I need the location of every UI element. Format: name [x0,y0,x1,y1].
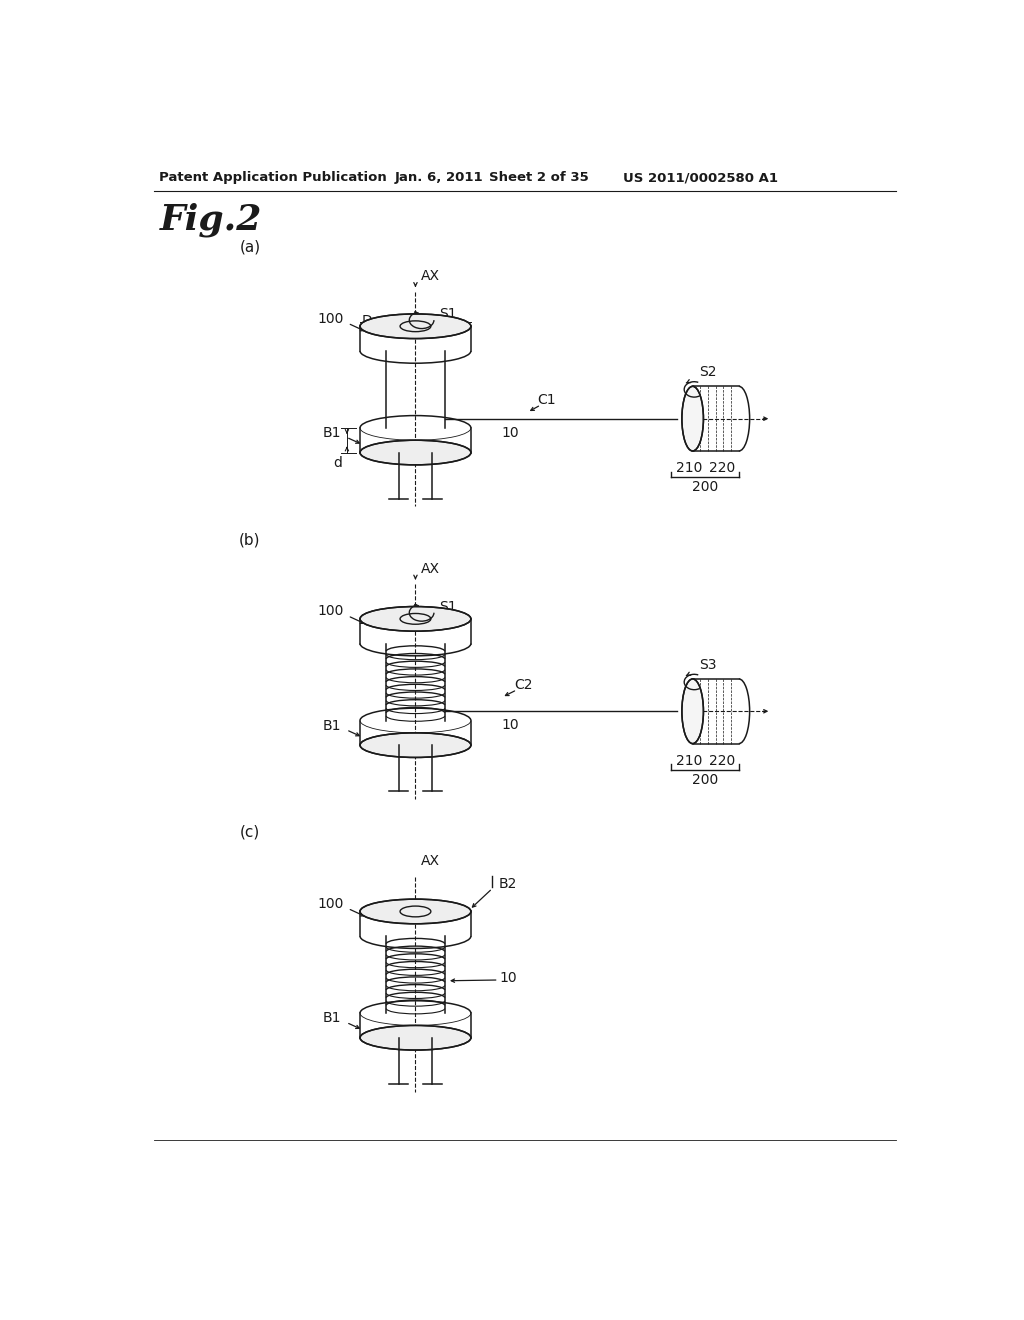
Text: 210: 210 [676,754,702,767]
Ellipse shape [360,1026,471,1051]
Ellipse shape [682,387,703,451]
Ellipse shape [360,314,471,339]
Text: AX: AX [421,562,440,576]
Text: S1: S1 [439,308,457,321]
Ellipse shape [360,899,471,924]
Text: (c): (c) [240,825,260,840]
Text: C1: C1 [537,393,556,407]
Ellipse shape [682,678,703,743]
Text: 100: 100 [317,896,344,911]
Text: B1: B1 [323,719,342,733]
Text: S3: S3 [699,659,717,672]
Ellipse shape [360,733,471,758]
Text: 10: 10 [502,718,519,733]
Text: 10: 10 [499,972,517,986]
Text: D: D [361,314,373,327]
Ellipse shape [360,441,471,465]
Text: B1: B1 [323,1011,342,1026]
Text: US 2011/0002580 A1: US 2011/0002580 A1 [623,172,778,185]
Ellipse shape [360,607,471,631]
Text: S2: S2 [699,366,717,379]
Text: (a): (a) [240,239,260,255]
Text: AX: AX [421,854,440,869]
Text: Patent Application Publication: Patent Application Publication [159,172,387,185]
Text: 220: 220 [709,461,735,475]
Text: B1: B1 [323,426,342,441]
Text: (b): (b) [240,532,261,546]
Text: 100: 100 [317,605,344,618]
Text: 100: 100 [317,312,344,326]
Text: 210: 210 [676,461,702,475]
Text: AX: AX [421,269,440,284]
Text: 220: 220 [709,754,735,767]
Text: 200: 200 [692,480,718,494]
Text: Sheet 2 of 35: Sheet 2 of 35 [488,172,589,185]
Text: 10: 10 [502,425,519,440]
Text: Fig.2: Fig.2 [160,203,262,238]
Text: Jan. 6, 2011: Jan. 6, 2011 [394,172,483,185]
Text: 200: 200 [692,772,718,787]
Text: d: d [333,457,342,470]
Text: S1: S1 [439,599,457,614]
Text: C2: C2 [514,678,532,692]
Text: B2: B2 [499,876,517,891]
